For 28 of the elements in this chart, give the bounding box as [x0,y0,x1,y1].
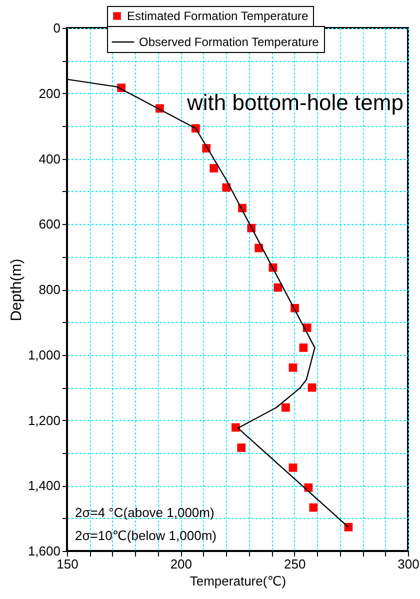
y-axis-title: Depth(m) [8,258,25,322]
point [237,444,246,452]
point [282,403,290,412]
y-tick-label: 400 [38,151,60,166]
legend-label: Estimated Formation Temperature [127,9,309,23]
x-axis-title: Temperature(℃) [190,574,286,588]
point [288,463,298,472]
legend-label: Observed Formation Temperature [139,35,320,49]
point [299,344,308,352]
annotation: 2σ=4 °C(above 1,000m) [75,505,214,520]
y-tick-label: 1,000 [28,347,60,362]
y-tick-label: 800 [38,282,60,297]
y-tick-label: 600 [38,216,60,232]
annotation: 2σ=10℃(below 1,000m) [75,528,217,543]
point [309,503,318,512]
point [288,363,298,372]
x-tick-label: 300 [398,556,420,572]
x-tick-label: 250 [284,556,306,572]
point [308,383,316,392]
annotation: with bottom-hole temp [186,90,404,115]
y-tick-label: 1,200 [28,412,60,428]
point [210,164,218,172]
y-tick-label: 1,400 [28,478,60,494]
y-tick-label: 0 [53,20,60,36]
x-tick-label: 200 [170,556,192,572]
x-tick-label: 150 [56,556,78,572]
y-tick-label: 200 [38,86,60,101]
y-tick-label: 1,600 [28,544,60,558]
